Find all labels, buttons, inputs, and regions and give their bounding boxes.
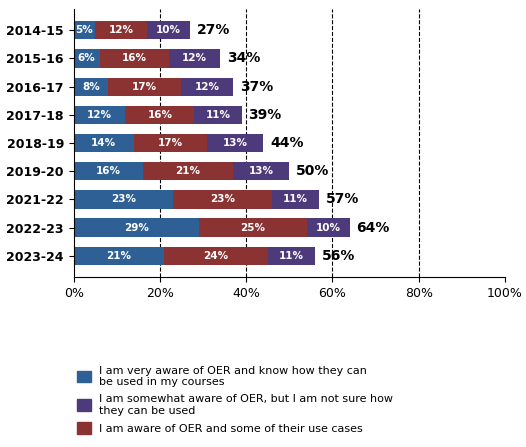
Text: 57%: 57% <box>326 192 359 207</box>
Bar <box>74 247 164 265</box>
Text: 11%: 11% <box>279 251 304 261</box>
Bar <box>268 247 315 265</box>
Text: 44%: 44% <box>270 136 304 150</box>
Bar <box>307 219 350 237</box>
Text: 8%: 8% <box>82 82 100 92</box>
Text: 50%: 50% <box>296 164 329 178</box>
Bar <box>272 190 319 209</box>
Bar <box>99 49 168 67</box>
Bar <box>74 21 95 39</box>
Text: 34%: 34% <box>227 51 260 65</box>
Text: 64%: 64% <box>356 221 390 235</box>
Text: 12%: 12% <box>108 25 134 35</box>
Text: 24%: 24% <box>204 251 228 261</box>
Text: 13%: 13% <box>223 138 248 148</box>
Bar <box>199 219 307 237</box>
Text: 12%: 12% <box>182 54 207 63</box>
Text: 21%: 21% <box>106 251 132 261</box>
Text: 21%: 21% <box>176 166 200 176</box>
Text: 10%: 10% <box>316 223 341 232</box>
Bar <box>181 77 233 96</box>
Bar <box>74 219 199 237</box>
Bar <box>164 247 268 265</box>
Text: 37%: 37% <box>240 80 273 94</box>
Text: 5%: 5% <box>76 25 93 35</box>
Text: 10%: 10% <box>156 25 181 35</box>
Bar <box>143 162 233 181</box>
Text: 56%: 56% <box>322 249 355 263</box>
Bar <box>195 105 242 124</box>
Bar <box>74 134 134 152</box>
Text: 23%: 23% <box>210 194 235 204</box>
Bar <box>233 162 289 181</box>
Text: 29%: 29% <box>124 223 149 232</box>
Text: 12%: 12% <box>87 110 112 120</box>
Text: 16%: 16% <box>96 166 120 176</box>
Text: 16%: 16% <box>147 110 173 120</box>
Text: 14%: 14% <box>92 138 116 148</box>
Bar <box>108 77 181 96</box>
Text: 25%: 25% <box>240 223 265 232</box>
Text: 16%: 16% <box>122 54 147 63</box>
Bar <box>168 49 220 67</box>
Bar <box>207 134 264 152</box>
Legend: I am very aware of OER and know how they can
be used in my courses, I am somewha: I am very aware of OER and know how they… <box>74 363 397 437</box>
Text: 17%: 17% <box>158 138 183 148</box>
Text: 6%: 6% <box>78 54 95 63</box>
Bar <box>74 77 108 96</box>
Bar <box>173 190 272 209</box>
Text: 23%: 23% <box>111 194 136 204</box>
Text: 13%: 13% <box>249 166 274 176</box>
Text: 27%: 27% <box>197 23 230 37</box>
Bar <box>74 162 143 181</box>
Text: 17%: 17% <box>132 82 157 92</box>
Bar <box>74 105 125 124</box>
Text: 39%: 39% <box>248 108 281 122</box>
Bar <box>95 21 147 39</box>
Text: 11%: 11% <box>206 110 230 120</box>
Bar <box>74 190 173 209</box>
Text: 12%: 12% <box>195 82 220 92</box>
Bar <box>74 49 99 67</box>
Text: 11%: 11% <box>284 194 308 204</box>
Bar <box>147 21 190 39</box>
Bar <box>125 105 195 124</box>
Bar <box>134 134 207 152</box>
